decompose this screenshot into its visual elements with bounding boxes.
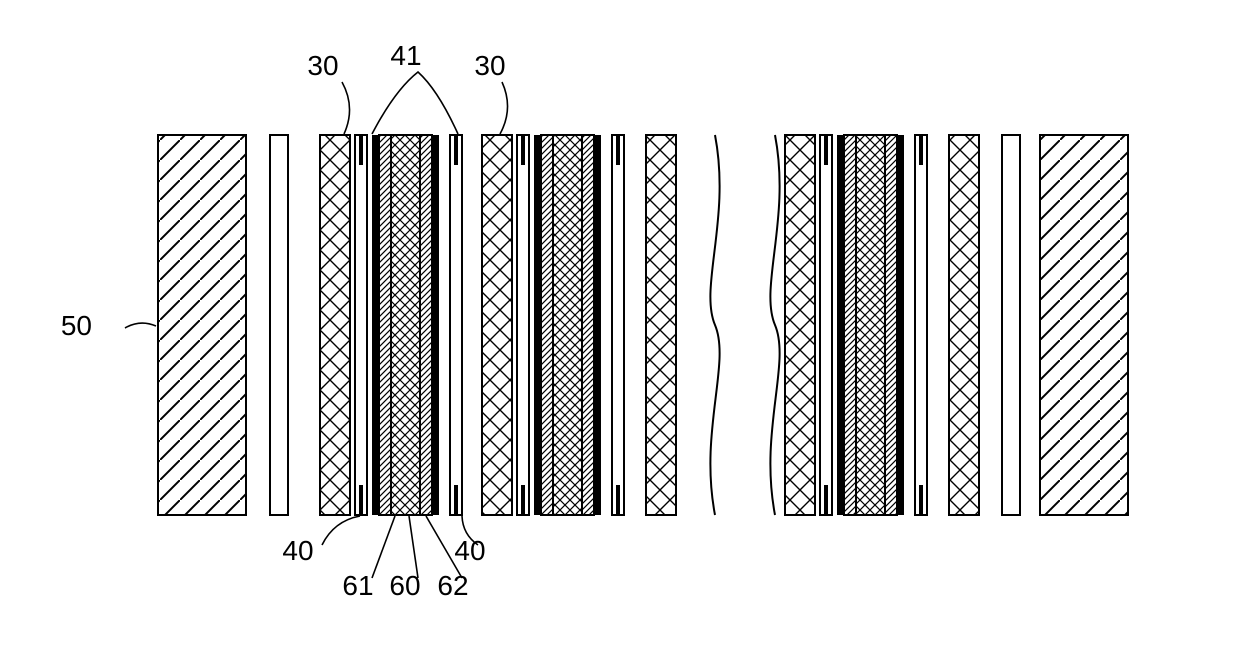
label-L61: 61 xyxy=(342,570,373,601)
leader-L41 xyxy=(372,72,458,134)
leader-L61 xyxy=(372,516,395,578)
leader-L50 xyxy=(125,323,156,328)
leader-L30a xyxy=(342,82,350,134)
label-L30b: 30 xyxy=(474,50,505,81)
label-L50: 50 xyxy=(61,310,92,341)
label-L30a: 30 xyxy=(307,50,338,81)
leader-L40a xyxy=(322,516,360,545)
label-L62: 62 xyxy=(437,570,468,601)
leader-L30b xyxy=(500,82,508,134)
label-L40b: 40 xyxy=(454,535,485,566)
label-L40a: 40 xyxy=(282,535,313,566)
label-L41: 41 xyxy=(390,40,421,71)
leader-L60 xyxy=(409,516,418,578)
label-L60: 60 xyxy=(389,570,420,601)
